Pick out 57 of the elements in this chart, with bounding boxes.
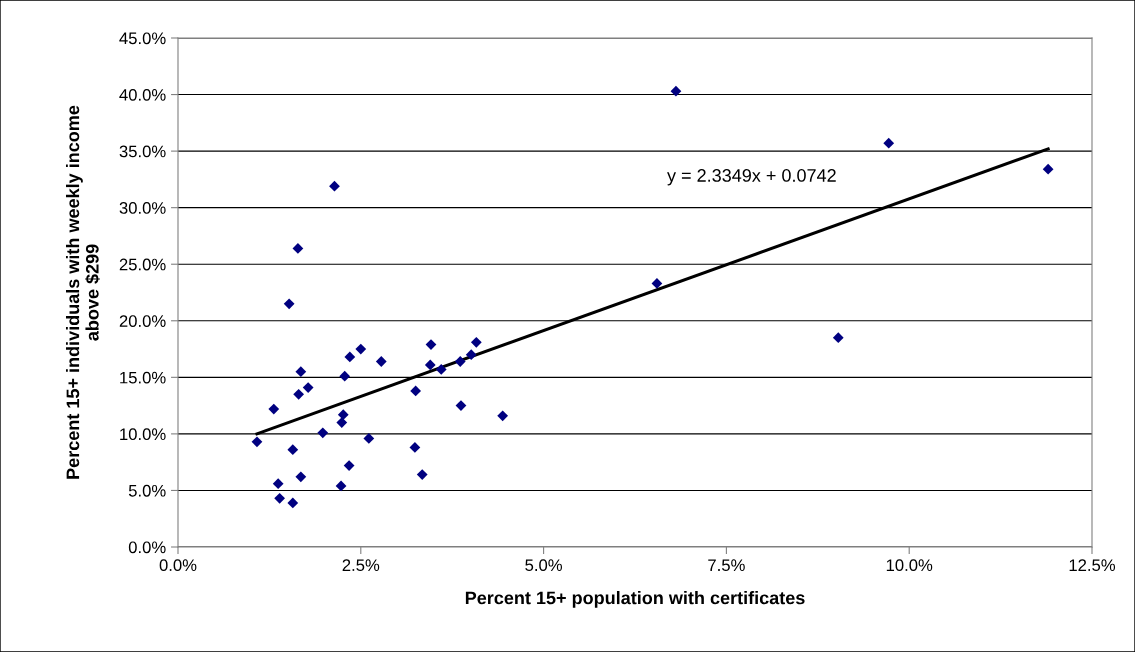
point	[274, 492, 286, 504]
y-tick-label: 15.0%	[120, 371, 166, 384]
point	[295, 471, 307, 483]
y-tick-label: 25.0%	[119, 258, 166, 271]
point	[470, 336, 482, 348]
point	[424, 359, 436, 371]
point	[355, 343, 367, 355]
y-axis-title: Percent 15+ individuals with weekly income above $299	[65, 105, 100, 479]
y-tick-label: 45.0%	[119, 32, 166, 45]
x-tick-label: 12.5%	[1069, 559, 1116, 572]
point	[283, 298, 295, 310]
point	[339, 370, 351, 382]
point	[293, 388, 305, 400]
y-tick-label: 30.0%	[119, 202, 166, 214]
x-axis-title: Percent 15+ population with certificates	[465, 591, 805, 608]
y-tick-label: 5.0%	[128, 484, 166, 497]
y-tick-label: 20.0%	[119, 315, 166, 327]
point	[343, 460, 355, 471]
point	[251, 436, 263, 448]
x-tick-label: 10.0%	[886, 559, 933, 572]
point	[375, 356, 387, 367]
point	[335, 480, 347, 492]
point	[410, 385, 422, 397]
y-tick-label: 35.0%	[119, 145, 166, 158]
x-tick-label: 0.0%	[159, 559, 197, 572]
point	[363, 433, 375, 444]
point	[416, 469, 428, 480]
point	[435, 364, 447, 375]
point	[455, 400, 467, 411]
point	[465, 349, 477, 361]
point	[292, 243, 304, 254]
point	[287, 497, 299, 509]
annotation: y = 2.3349x + 0.0742	[667, 169, 836, 186]
x-tick-label: 2.5%	[342, 559, 380, 572]
point	[1042, 163, 1054, 175]
point	[268, 403, 280, 415]
y-tick-label: 40.0%	[119, 88, 166, 101]
point	[497, 410, 509, 422]
x-tick-label: 7.5%	[708, 559, 745, 572]
point	[832, 332, 844, 344]
point	[272, 478, 284, 490]
point	[329, 180, 340, 192]
point	[295, 366, 307, 378]
point	[409, 442, 421, 453]
point	[670, 85, 682, 97]
y-tick-label: 0.0%	[128, 541, 166, 554]
point	[651, 278, 663, 289]
point	[337, 409, 349, 421]
point	[336, 417, 348, 428]
point	[883, 137, 895, 149]
point	[287, 444, 299, 456]
point	[344, 351, 356, 363]
point	[302, 382, 314, 393]
point	[454, 356, 466, 367]
point	[317, 427, 329, 439]
x-tick-label: 5.0%	[525, 559, 562, 572]
y-tick-label: 10.0%	[120, 428, 166, 441]
